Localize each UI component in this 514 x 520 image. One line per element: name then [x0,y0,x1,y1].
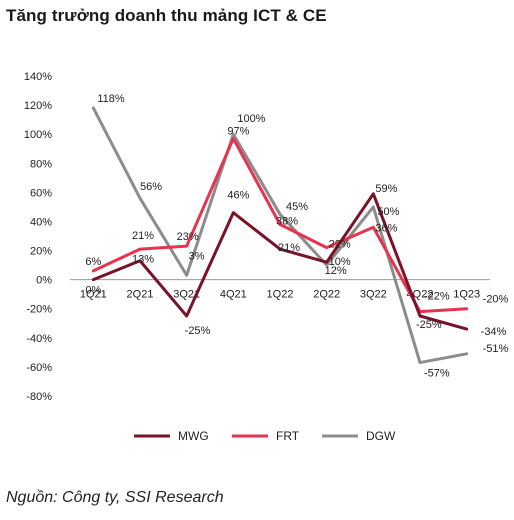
data-label-frt: -20% [483,294,509,306]
data-label-dgw: 3% [189,250,205,262]
y-tick-label: -60% [26,362,52,374]
y-tick-label: -80% [26,391,52,403]
y-tick-label: -40% [26,333,52,345]
x-tick-label: 1Q22 [267,289,294,301]
data-label-mwg: 13% [132,254,154,266]
data-label-frt: 22% [329,239,351,251]
line-chart: -80% -60% -40% -20% 0% 20% 40% 60% 80% 100% 120% 14… [24,71,509,443]
data-label-mwg: -25% [416,319,442,331]
data-label-mwg: 0% [85,285,101,297]
legend-label-mwg: MWG [178,429,209,443]
data-label-frt: 21% [132,230,154,242]
data-label-frt: -22% [424,291,450,303]
series-line-dgw [91,106,469,365]
y-tick-label: 100% [24,129,52,141]
legend-label-dgw: DGW [366,429,396,443]
y-tick-label: 60% [30,187,52,199]
x-tick-label: 2Q21 [127,289,154,301]
data-label-mwg: 12% [325,265,347,277]
data-label-frt: 23% [177,231,199,243]
data-label-dgw: -57% [424,368,450,380]
data-label-mwg: -25% [185,325,211,337]
series-line-mwg [91,192,469,331]
data-label-mwg: -34% [481,326,507,338]
data-label-dgw: -51% [483,343,509,355]
legend: MWG FRT DGW [134,429,396,443]
x-axis-ticks: 1Q21 2Q21 3Q21 4Q21 1Q22 2Q22 3Q22 4Q22 1Q23 [80,289,480,301]
chart-title: Tăng trưởng doanh thu mảng ICT & CE [6,6,327,25]
y-tick-label: 0% [36,275,52,287]
data-label-frt: 6% [85,256,101,268]
data-label-dgw: 118% [97,93,125,105]
data-label-dgw: 56% [140,181,162,193]
data-label-frt: 38% [276,215,298,227]
y-tick-label: 20% [30,246,52,258]
y-tick-label: 120% [24,100,52,112]
data-label-mwg: 21% [278,242,300,254]
y-tick-label: 140% [24,71,52,83]
x-tick-label: 2Q22 [313,289,340,301]
x-tick-label: 1Q23 [453,289,480,301]
series-lines [91,106,469,365]
data-label-mwg: 59% [375,183,397,195]
data-label-frt: 36% [375,222,397,234]
data-label-dgw: 10% [329,256,351,268]
x-tick-label: 4Q21 [220,289,247,301]
series-line-frt [91,137,469,314]
x-tick-label: 1Q21 [80,289,107,301]
x-tick-label: 3Q22 [360,289,387,301]
data-label-dgw: 100% [237,113,265,125]
y-tick-label: -20% [26,304,52,316]
y-tick-label: 40% [30,216,52,228]
legend-label-frt: FRT [276,429,300,443]
data-labels: 0% 13% -25% 46% 21% 12% 59% -25% -34% 6% 21% 23% 97%… [85,93,508,380]
data-label-dgw: 45% [286,201,308,213]
y-axis-ticks: -80% -60% -40% -20% 0% 20% 40% 60% 80% 100% 120% 14… [24,71,52,403]
data-label-dgw: 50% [377,206,399,218]
source-note: Nguồn: Công ty, SSI Research [6,489,224,506]
y-tick-label: 80% [30,158,52,170]
data-label-frt: 97% [227,126,249,138]
data-label-mwg: 46% [227,190,249,202]
